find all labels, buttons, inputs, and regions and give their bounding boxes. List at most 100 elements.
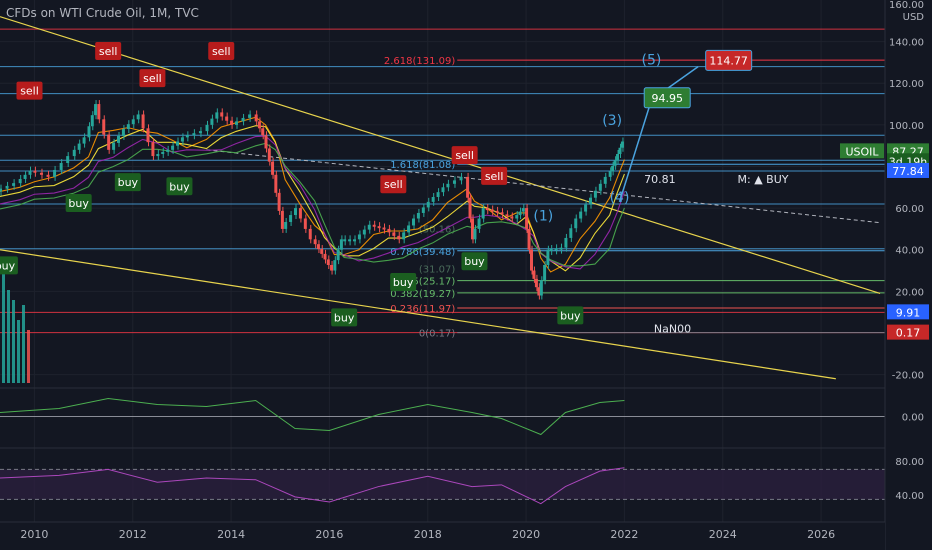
y-tick-label: -20.00 (892, 371, 924, 382)
candle-body (618, 147, 622, 154)
signal-buy-label: buy (0, 259, 16, 272)
candle-body (66, 156, 70, 164)
candle-body (136, 114, 140, 120)
wave-label: (4) (610, 190, 630, 206)
candle-body (261, 128, 265, 136)
trendline-upper (0, 16, 881, 295)
candle-body (264, 135, 268, 149)
candle-body (466, 176, 470, 198)
candle-body (574, 218, 578, 229)
candle-body (490, 209, 494, 212)
time-axis (0, 522, 885, 550)
candle-body (603, 176, 607, 184)
signal-sell-label: sell (212, 45, 231, 58)
candle-body (431, 197, 435, 202)
candle-body (436, 192, 440, 198)
candle-body (90, 115, 94, 127)
signal-buy-box (0, 256, 18, 275)
candle-body (353, 239, 356, 242)
signal-buy-label: buy (118, 176, 139, 189)
candle-body (117, 135, 120, 143)
signal-sell-label: sell (485, 170, 504, 183)
candle-body (611, 165, 615, 172)
candle-body (543, 264, 547, 281)
candle-body (416, 212, 420, 219)
price-tag-box (887, 324, 929, 340)
volume-bar (2, 270, 5, 383)
fib-label: 0.382(19.27) (390, 289, 455, 300)
candle-body (468, 197, 472, 219)
candle-body (477, 218, 481, 229)
candle-body (613, 160, 617, 166)
volume-bar (12, 300, 15, 383)
candle-body (397, 235, 401, 240)
candle-body (230, 120, 234, 125)
candle-body (367, 224, 371, 230)
candle-body (537, 287, 541, 296)
price-tag-box (887, 304, 929, 320)
candle-body (326, 259, 330, 265)
signal-sell-box (208, 42, 235, 61)
candle-body (257, 121, 261, 129)
y-tick-label: 140.00 (889, 38, 924, 49)
x-tick-label: 2024 (709, 528, 737, 541)
fib-label: (50.16) (419, 225, 456, 236)
oscillator1-tick: 0.00 (902, 413, 924, 424)
candle-body (112, 142, 116, 150)
candle-body (336, 249, 340, 261)
candle-body (156, 154, 160, 157)
candle-body (77, 143, 81, 150)
candle-body (28, 170, 32, 175)
candle-body (518, 211, 522, 216)
moving-average-line (0, 142, 625, 267)
candle-body (505, 214, 509, 217)
candle-body (421, 207, 425, 213)
fib-label: (31.07) (419, 264, 456, 275)
rsi-line (0, 467, 625, 505)
y-tick-label: 100.00 (889, 121, 924, 132)
fib-label: 1.618(81.08) (390, 160, 455, 171)
trendline-dashed (206, 149, 881, 224)
candle-body (515, 215, 519, 219)
candle-body (176, 141, 179, 146)
candle-body (333, 260, 337, 271)
signal-buy-box (331, 308, 358, 327)
candle-body (452, 180, 456, 184)
candle-body (271, 161, 275, 175)
annotation-label: 70.81 (644, 173, 676, 186)
candle-body (12, 183, 16, 186)
signal-buy-box (114, 173, 141, 192)
x-tick-label: 2018 (414, 528, 442, 541)
annotation-label: M: ▲ BUY (738, 173, 789, 186)
target-label: 114.77 (709, 54, 748, 67)
wave-label: (1) (533, 209, 553, 225)
candle-body (377, 226, 381, 229)
candle-body (534, 278, 538, 288)
fib-label: 0.236(11.97) (390, 304, 455, 315)
candle-body (521, 208, 525, 212)
candle-body (53, 169, 57, 177)
candle-body (620, 141, 624, 148)
candle-body (402, 232, 406, 240)
candle-body (530, 249, 533, 271)
annotation-label: NaN00 (654, 323, 691, 336)
moving-average-line (0, 125, 625, 272)
candle-body (5, 185, 9, 189)
candle-body (274, 174, 278, 193)
signal-buy-box (65, 193, 92, 212)
chart-title: CFDs on WTI Crude Oil, 1M, TVC (6, 6, 199, 20)
candle-body (313, 239, 317, 245)
wave-label: (3) (602, 113, 622, 129)
candle-body (510, 216, 514, 219)
candle-body (33, 170, 37, 173)
candle-body (446, 183, 450, 188)
candle-body (532, 270, 536, 279)
signal-buy-box (461, 252, 488, 271)
candle-body (564, 237, 568, 248)
candle-body (192, 133, 196, 136)
candle-body (589, 197, 592, 205)
candle-body (146, 128, 150, 143)
candle-body (546, 249, 550, 265)
price-tag-label: USOIL (845, 145, 879, 158)
